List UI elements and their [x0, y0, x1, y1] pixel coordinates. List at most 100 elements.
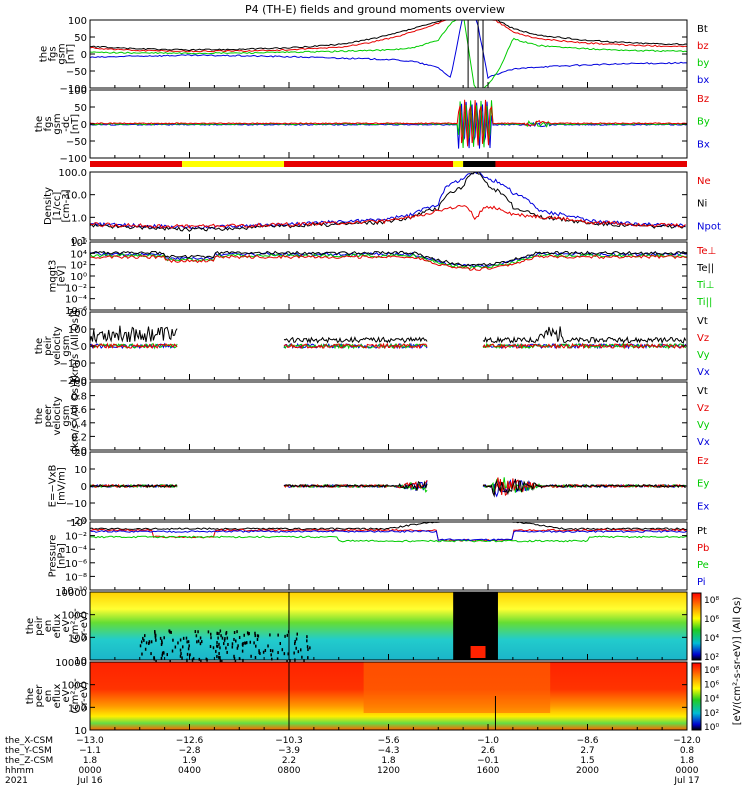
spectrogram-speck: [233, 637, 235, 641]
y-axis-label-line: eV: [61, 689, 72, 702]
spectrogram-speck: [236, 646, 239, 650]
spectrogram-speck: [195, 634, 198, 638]
spectrogram-speck: [205, 657, 208, 661]
spectrogram-speck: [139, 644, 142, 648]
spectrogram-speck: [289, 659, 291, 663]
colorbar-tick-label: 10⁰: [704, 723, 719, 733]
spectrogram-speck: [160, 642, 163, 646]
y-axis-label-line: gsm: [57, 43, 68, 64]
panel-content-peir_eflux: [90, 592, 687, 663]
spectrogram-speck: [235, 639, 237, 643]
panel-content-fgs: [89, 19, 688, 89]
spectrogram-speck: [258, 651, 260, 655]
y-tick-label: 10: [74, 465, 87, 476]
spectrogram-speck: [154, 633, 157, 637]
spectrogram-speck: [306, 635, 308, 639]
y-axis-label: thepeervelocitygsm[km/s (All Qs)]: [34, 380, 81, 452]
y-axis-label-line: fgs: [48, 46, 59, 61]
spectrogram-speck: [256, 634, 259, 638]
series-dc: [89, 100, 688, 149]
spectrogram-speck: [271, 649, 274, 653]
spectrogram-speck: [293, 651, 295, 655]
mode-bar-segment: [495, 161, 687, 167]
y-axis-label-line: (cm²-s-: [70, 608, 81, 644]
spectrogram-speck: [187, 640, 190, 644]
y-tick-label: 50: [74, 33, 87, 44]
series-segment: [283, 480, 428, 491]
axis-row-value: 1200: [377, 766, 400, 776]
legend-entry: By: [697, 117, 710, 128]
spectrogram-speck: [217, 636, 219, 640]
colorbar-group: 10⁸ 10⁶ 10⁴ 10² 10⁸ 10⁶ 10⁴ 10² 10⁰ [eV/(cm²-s-sr…: [691, 592, 743, 733]
spectrogram-speck: [241, 649, 244, 653]
y-tick-label: 10²: [70, 261, 87, 272]
series-temp: [89, 254, 688, 271]
spectrogram-speck: [199, 636, 202, 640]
spectrogram-speck: [224, 637, 226, 641]
spectrogram-speck: [155, 659, 157, 663]
axis-row-value: −1.0: [477, 736, 499, 746]
spectrogram-speck: [264, 648, 267, 652]
series-bz: [89, 19, 688, 53]
axis-row-value: 1.5: [580, 756, 594, 766]
panel-peir_eflux: 10000 1000 100 10 thepeirenefluxeV(cm²-s-sr-…: [25, 588, 688, 667]
spectrogram-speck: [170, 630, 172, 634]
series-dc: [89, 101, 688, 149]
spectrogram-speck: [145, 641, 148, 645]
y-axis-label-line: the: [34, 116, 45, 132]
legend-entry: Bx: [697, 139, 710, 150]
legend-entry: Pb: [697, 543, 709, 554]
y-tick-label: 0: [81, 342, 87, 353]
spectrogram-speck: [299, 648, 302, 652]
mode-bar-segment: [90, 161, 183, 167]
plot-title: P4 (TH-E) fields and ground moments over…: [245, 3, 505, 16]
spectrogram-speck: [309, 646, 311, 650]
spectrogram-speck: [189, 653, 191, 657]
spectrogram-speck: [283, 652, 286, 656]
axis-row-value: −10.3: [275, 736, 303, 746]
spectrogram-speck: [267, 644, 269, 648]
legend-entry: Ne: [697, 176, 711, 187]
y-axis-label-line: [nT]: [66, 44, 77, 64]
mode-bar-segment: [453, 161, 464, 167]
spectrogram-speck: [200, 659, 202, 663]
axis-row-value: −0.1: [477, 756, 499, 766]
legend-entry: Ez: [697, 456, 709, 467]
spectrogram-speck: [258, 649, 260, 653]
spectrogram-speck: [244, 641, 246, 645]
spectrogram-speck: [179, 648, 182, 652]
y-axis-label-line: gsm: [61, 405, 72, 426]
legend-entry: Ey: [697, 479, 709, 490]
spectrogram-speck: [281, 648, 284, 652]
legend-entry: by: [697, 58, 709, 69]
series-segment: [89, 343, 178, 350]
axis-row-label: hhmm: [5, 766, 34, 776]
y-tick-label: 0: [81, 50, 87, 61]
y-tick-label: 10: [74, 656, 87, 667]
y-tick-label: 100: [68, 325, 87, 336]
axis-row-value: −8.6: [577, 736, 599, 746]
spectrogram-speck: [216, 655, 218, 659]
axis-row-value: 1.9: [182, 756, 197, 766]
spectrogram-speck: [169, 659, 171, 663]
panel-content-temp: [89, 250, 688, 271]
spectrogram-speck: [236, 630, 238, 634]
panel-content-peir_vel: [89, 325, 687, 350]
y-tick-label: −50: [66, 137, 87, 148]
y-tick-label: 0.8: [71, 392, 87, 403]
spectrogram-speck: [142, 636, 144, 640]
spectrogram-speck: [197, 630, 199, 634]
y-tick-label: 100: [68, 86, 87, 97]
colorbar-tick-label: 10⁶: [704, 615, 719, 625]
y-tick-label: 0.1: [71, 236, 87, 247]
y-tick-label: 10⁶: [70, 238, 87, 249]
axis-row-value: −5.6: [378, 736, 400, 746]
legend-entry: Vt: [697, 316, 708, 327]
y-tick-label: −50: [66, 67, 87, 78]
panel-peer_vel: 1.00.80.60.40.20.0thepeervelocitygsm[km/…: [34, 378, 710, 457]
y-tick-label: 20: [74, 448, 87, 459]
mode-bar-segment: [182, 161, 285, 167]
legend-entry: Ni: [697, 199, 707, 210]
spectrogram-speck: [226, 636, 229, 640]
